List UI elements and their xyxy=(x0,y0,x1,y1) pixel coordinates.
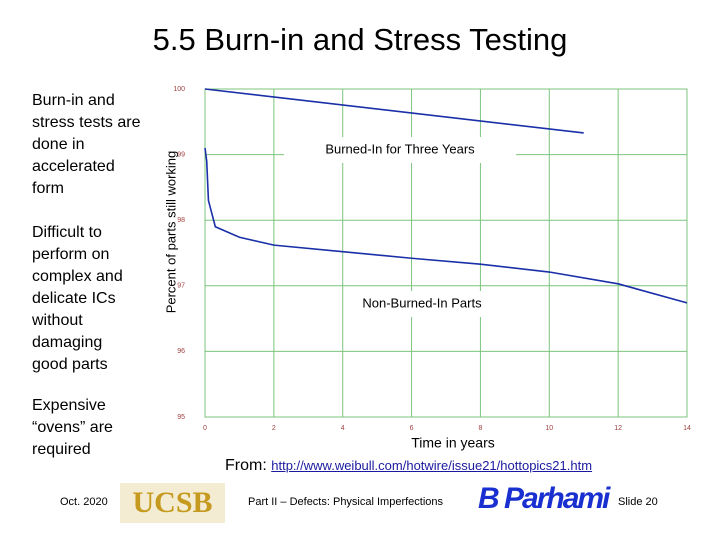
annotation-box xyxy=(347,291,497,317)
x-tick-label: 14 xyxy=(683,425,691,432)
y-tick-label: 96 xyxy=(177,348,185,355)
x-tick-label: 6 xyxy=(410,425,414,432)
x-tick-label: 8 xyxy=(478,425,482,432)
bullet: Difficult to perform on complex and deli… xyxy=(32,224,123,373)
y-tick-label: 95 xyxy=(177,414,185,421)
x-axis-label: Time in years xyxy=(411,435,495,451)
logo: B Parhami xyxy=(478,482,610,515)
series-line xyxy=(204,88,584,134)
x-tick-label: 0 xyxy=(203,425,207,432)
source: From: http://www.weibull.com/hotwire/iss… xyxy=(225,457,592,475)
y-tick-label: 98 xyxy=(177,217,185,224)
y-axis-label: Percent of parts still working xyxy=(163,151,178,314)
y-tick-label: 99 xyxy=(177,151,185,158)
annotation-box xyxy=(284,137,516,163)
source-link[interactable]: http://www.weibull.com/hotwire/issue21/h… xyxy=(271,458,593,473)
footer-part: Part II – Defects: Physical Imperfection… xyxy=(248,496,444,508)
x-tick-label: 12 xyxy=(614,425,622,432)
series-label: Burned-In for Three Years xyxy=(325,141,475,156)
bullet: Burn-in and stress tests are done in acc… xyxy=(32,92,141,197)
series-line xyxy=(204,147,688,304)
footer-date: Oct. 2020 xyxy=(60,496,108,508)
y-tick-label: 100 xyxy=(173,86,185,93)
x-tick-label: 2 xyxy=(272,425,276,432)
series-label: Non-Burned-In Parts xyxy=(362,295,482,310)
slide-title: 5.5 Burn-in and Stress Testing xyxy=(152,22,568,57)
source-prefix: From: xyxy=(225,457,267,474)
bullet: Expensive “ovens” are required xyxy=(32,397,113,458)
y-tick-label: 97 xyxy=(177,283,185,290)
x-tick-label: 10 xyxy=(545,425,553,432)
logo: UCSB xyxy=(120,483,225,523)
x-tick-label: 4 xyxy=(341,425,345,432)
footer-slide: Slide 20 xyxy=(618,496,658,508)
